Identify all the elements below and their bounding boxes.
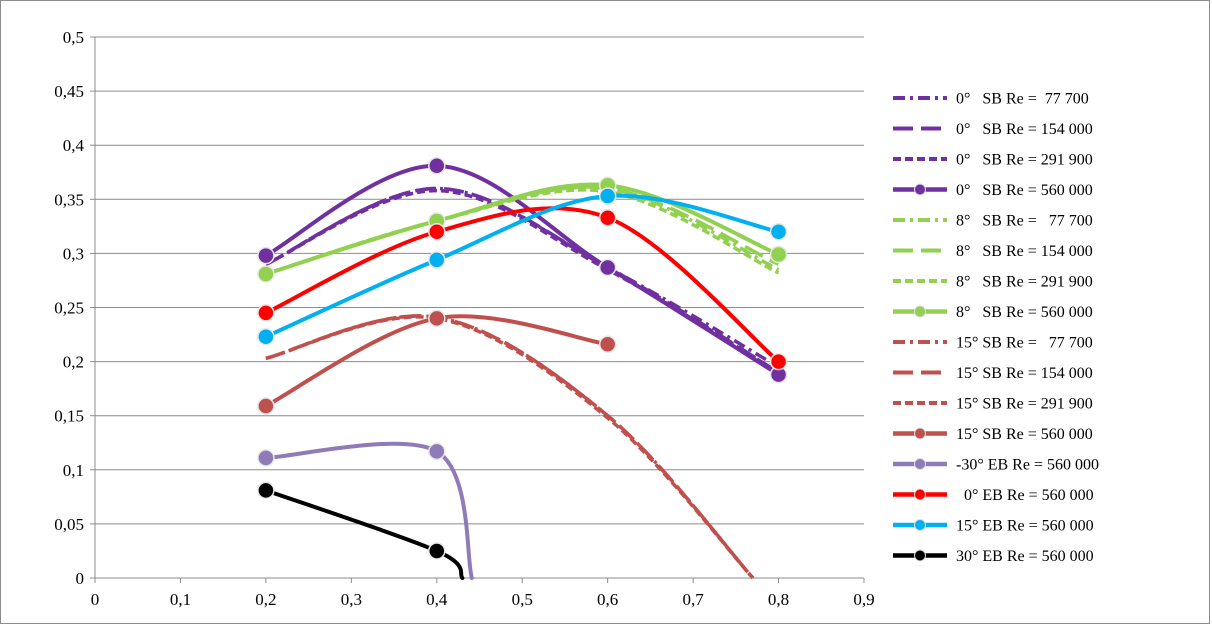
legend-marker-15 [914,549,926,562]
data-point [257,397,275,415]
y-tick-label: 0,35 [54,190,84,209]
legend-marker-12 [914,458,926,470]
data-point [598,258,617,277]
x-tick-label: 0,9 [853,590,874,609]
data-point [598,187,617,205]
legend-marker-7 [914,305,926,318]
data-point [598,208,617,227]
data-point [428,442,446,461]
x-tick-label: 0,7 [682,590,704,609]
x-tick-label: 0,5 [512,590,533,609]
series-line-7 [263,182,781,276]
series-line-14 [263,193,781,339]
data-point [428,309,446,328]
legend-label: 15° SB Re = 560 000 [956,426,1093,443]
series-line-10 [265,315,755,580]
legend-marker-3 [914,183,926,196]
y-tick-label: 0,5 [63,28,84,47]
legend-marker-13 [914,488,926,501]
legend-label: 15° SB Re = 154 000 [956,365,1093,382]
data-point [428,251,446,269]
data-point [257,327,275,346]
legend-label: 8° SB Re = 560 000 [956,304,1093,321]
gridlines [95,36,864,525]
x-tick-label: 0,3 [341,590,362,609]
series-markers [257,157,788,560]
legend-label: -30° EB Re = 560 000 [956,457,1099,474]
y-tick-label: 0,2 [63,353,84,372]
series-line-5 [265,185,780,276]
axes: 0 0,05 0,1 0,15 0,2 0,25 0,3 0,35 0,4 0,45 0,5 0 0,1… [54,28,874,609]
data-point [257,265,275,283]
y-tick-label: 0,3 [63,244,84,263]
series-line-13 [263,206,781,364]
data-point [428,223,446,241]
data-point [257,449,275,467]
data-point [769,223,788,241]
data-point [598,335,617,354]
data-point [257,246,275,265]
legend-marker-14 [914,519,926,531]
data-point [769,352,788,371]
legend-label: 15° EB Re = 560 000 [956,518,1094,535]
y-tick-label: 0,4 [63,136,85,155]
data-point [257,481,275,500]
y-tick-label: 0,45 [54,82,84,101]
legend-label: 0° SB Re = 560 000 [956,182,1093,199]
series-line-15 [263,488,465,580]
legend-label: 0° SB Re = 291 900 [956,152,1093,169]
data-point [769,245,788,264]
legend-label: 8° SB Re = 77 700 [956,213,1093,230]
x-tick-label: 0,4 [426,590,448,609]
x-tick-label: 0,1 [170,590,191,609]
x-tick-label: 0,8 [768,590,789,609]
series-line-4 [265,185,780,276]
x-tick-label: 0,2 [255,590,276,609]
y-tick-label: 0,25 [54,299,84,318]
y-tick-label: 0,05 [54,515,84,534]
y-tick-label: 0 [76,569,85,588]
legend-label: 8° SB Re = 154 000 [956,243,1093,260]
legend-label: 0° EB Re = 560 000 [956,487,1094,504]
data-point [428,542,446,560]
legend: 0° SB Re = 77 700 0° SB Re = 154 000 0° SB… [893,91,1099,565]
legend-label: 15° SB Re = 77 700 [956,335,1093,352]
legend-label: 0° SB Re = 154 000 [956,121,1093,138]
x-tick-label: 0 [91,590,100,609]
legend-label: 8° SB Re = 291 900 [956,274,1093,291]
legend-label: 0° SB Re = 77 700 [956,91,1089,108]
series-lines [263,163,781,580]
series-line-3 [263,163,781,377]
y-tick-label: 0,15 [54,407,84,426]
legend-label: 15° SB Re = 291 900 [956,396,1093,413]
legend-label: 30° EB Re = 560 000 [956,548,1094,565]
data-point [257,304,275,322]
legend-marker-11 [914,427,926,440]
data-point [428,157,446,175]
x-tick-label: 0,6 [597,590,618,609]
y-tick-label: 0,1 [63,461,84,480]
